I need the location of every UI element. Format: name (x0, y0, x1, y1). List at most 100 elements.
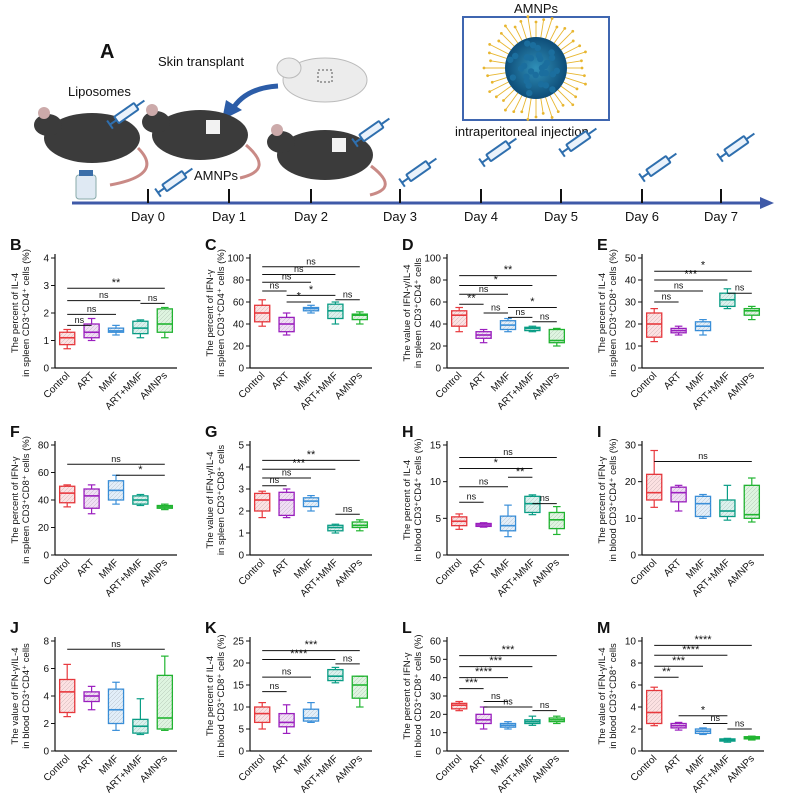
amnps-day1-label: AMNPs (194, 168, 239, 183)
np-spike (503, 88, 516, 101)
x-tick-label: ART (662, 753, 684, 775)
np-spike-tip (542, 18, 546, 22)
x-tick-label: ART (662, 370, 684, 392)
np-spike-tip (489, 59, 492, 63)
y-tick-label: 2 (630, 725, 636, 736)
syringe-icon (716, 132, 755, 163)
significance-label: **** (475, 666, 493, 678)
np-spike-tip (555, 25, 559, 29)
syringe-plunger (481, 157, 490, 164)
timeline-day-label: Day 7 (704, 209, 738, 224)
x-tick-label: AMNPs (138, 557, 170, 589)
chart-panel-i: I 0 10 20 30 The percent of IFN-γ in blood CD3… (597, 424, 764, 599)
significance-label: ns (282, 468, 292, 478)
syringe-needle (745, 132, 755, 141)
np-spike (556, 30, 574, 48)
significance-label: ns (87, 304, 97, 314)
box-hatch (59, 486, 75, 503)
box-hatch (671, 487, 687, 502)
significance-label: ns (479, 284, 489, 294)
significance-label: * (297, 291, 302, 303)
timeline-day-label: Day 5 (544, 209, 578, 224)
np-spike-tip (504, 108, 507, 112)
syringe-needle (667, 152, 677, 161)
significance-label: ns (270, 475, 280, 485)
chart-panel-f: F 0 20 40 60 80 The percent of IFN-γ in spleen … (10, 424, 177, 599)
x-tick-label: AMNPs (333, 753, 365, 785)
y-tick-label: 6 (43, 664, 49, 675)
np-spike-tip (499, 31, 503, 35)
x-tick-label: AMNPs (725, 753, 757, 785)
np-spike-tip (534, 20, 538, 24)
np-spike (560, 85, 576, 98)
np-spike (505, 25, 519, 44)
np-spike (540, 97, 544, 114)
y-axis-label: The percent of IFN-γ (205, 269, 216, 356)
chart-panel-k: K 0 5 10 15 20 25 The percent of IL-4 in blood C… (205, 620, 372, 793)
syringe-needle (427, 157, 437, 166)
timeline-day-label: Day 6 (625, 209, 659, 224)
significance-label: *** (489, 655, 503, 667)
mouse-day0 (34, 107, 149, 187)
chart-panel-e: E 0 10 20 30 40 50 The percent of IL-4 in spleen… (597, 237, 764, 412)
np-spike-tip (561, 103, 565, 107)
significance-label: ns (343, 289, 353, 299)
np-spike (544, 18, 553, 40)
box-hatch (352, 314, 368, 320)
np-spike-tip (563, 26, 567, 30)
timeline-day-label: Day 4 (464, 209, 498, 224)
np-bead (507, 56, 514, 63)
np-bead (542, 69, 549, 77)
y-axis-label: The percent of IL-4 (597, 273, 608, 353)
y-tick-label: 80 (38, 441, 50, 452)
x-tick-label: AMNPs (333, 370, 365, 402)
syringe-plunger (157, 187, 166, 194)
significance-label: ns (491, 691, 501, 701)
x-tick-label: Control (42, 753, 73, 784)
significance-label: ns (515, 307, 525, 317)
amnps-top-label: AMNPs (514, 1, 559, 16)
y-tick-label: 20 (430, 342, 442, 353)
np-spike (560, 40, 574, 51)
significance-label: * (494, 274, 499, 286)
np-spike (527, 97, 532, 120)
timeline-arrow (760, 197, 774, 209)
x-tick-label: Control (237, 370, 268, 401)
box-hatch (327, 669, 343, 681)
y-axis-label: in blood CD3⁺CD8⁺ cells (608, 643, 619, 749)
significance-label: ns (710, 713, 720, 723)
np-spike (564, 76, 586, 85)
x-tick-label: ART (467, 753, 489, 775)
box-hatch (695, 496, 711, 517)
panel-letter: I (597, 424, 601, 441)
syringe-barrel (161, 170, 188, 192)
syringe-handle (351, 137, 359, 148)
box-hatch (254, 707, 270, 723)
box-hatch (744, 485, 760, 519)
significance-label: ns (306, 256, 316, 266)
y-axis-label: The percent of IFN-γ (10, 456, 21, 543)
np-bead (537, 81, 545, 88)
y-axis-label: The percent of IL-4 (10, 273, 21, 353)
x-tick-label: Control (42, 557, 73, 588)
y-axis-label: in blood CD3⁺CD8⁺ cells (%) (216, 634, 227, 757)
np-spike-tip (520, 110, 524, 114)
significance-label: ns (111, 454, 121, 464)
np-bead (526, 89, 533, 97)
box-hatch (254, 493, 270, 511)
syringe-needle (183, 167, 193, 176)
significance-label: ** (467, 293, 476, 305)
panel-letter: E (597, 237, 608, 254)
syringe-icon (154, 167, 193, 198)
y-axis-label: in blood CD3⁺CD4⁺ cells (%) (608, 438, 619, 561)
panel-letter: F (10, 424, 20, 441)
x-tick-label: ART (75, 370, 97, 392)
x-tick-label: ART (270, 753, 292, 775)
syringe-handle (558, 147, 566, 158)
y-tick-label: 2 (238, 507, 244, 518)
syringe-icon (558, 127, 597, 158)
timeline-day-label: Day 1 (212, 209, 246, 224)
box-hatch (352, 676, 368, 699)
np-spike (492, 76, 508, 83)
np-spike-tip (494, 95, 498, 99)
